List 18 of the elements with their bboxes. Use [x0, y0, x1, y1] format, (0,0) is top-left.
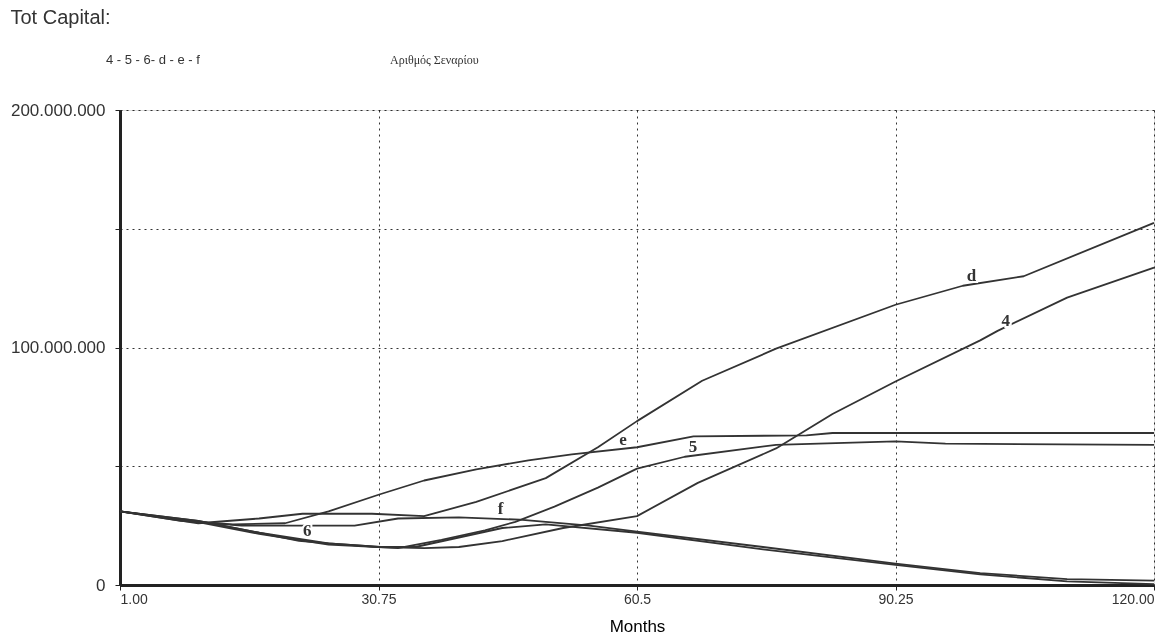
- y-tick-label: 100.000.000: [10, 338, 106, 357]
- annotation: e: [619, 429, 628, 449]
- annotation: 4: [1001, 310, 1011, 330]
- x-tick-label: 90.25: [878, 590, 914, 607]
- chart-subtitle: 4 - 5 - 6- d - e - f: [106, 52, 201, 67]
- x-tick-label: 30.75: [361, 590, 397, 607]
- annotation: d: [966, 265, 977, 285]
- x-axis-title: Months: [609, 616, 666, 636]
- text: Αριθμός Σεναρίου: [390, 53, 479, 67]
- y-tick-label: 0: [96, 575, 106, 595]
- annotation: 6: [302, 520, 312, 540]
- x-tick-label: 120.00: [1111, 590, 1155, 607]
- x-tick-label: 60.5: [623, 590, 652, 607]
- annotation: f: [497, 498, 504, 518]
- chart-title: Tot Capital:: [10, 6, 111, 28]
- annotation: 5: [688, 436, 698, 456]
- x-tick-label: 1.00: [120, 590, 148, 607]
- y-tick-label: 200.000.000: [10, 100, 106, 120]
